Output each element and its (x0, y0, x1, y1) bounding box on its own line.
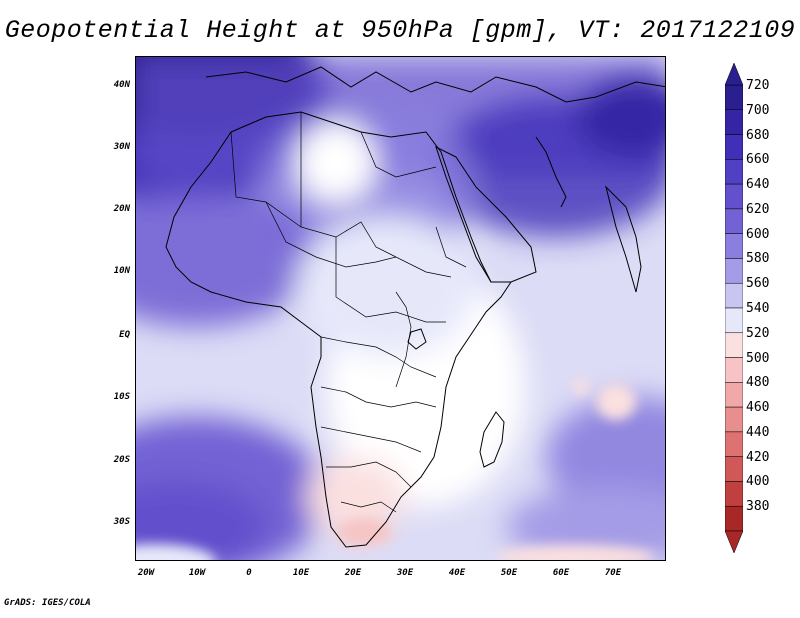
lat-tick-label: 10S (113, 392, 130, 402)
lon-tick-label: 10W (188, 568, 206, 578)
colorbar-level-label: 400 (746, 474, 770, 490)
country-borders (230, 112, 467, 513)
colorbar-level-label: 520 (746, 325, 770, 341)
colorbar (725, 63, 743, 553)
colorbar-swatch (725, 332, 743, 358)
lon-tick-label: 10E (292, 568, 310, 578)
colorbar-level-label: 600 (746, 226, 770, 242)
colorbar-swatch (725, 233, 743, 259)
field-detail (136, 379, 656, 560)
colorbar-swatch (725, 134, 743, 160)
colorbar-level-label: 460 (746, 400, 770, 416)
colorbar-level-label: 440 (746, 424, 770, 440)
colorbar-swatch (725, 159, 743, 185)
colorbar-swatch (725, 382, 743, 408)
lon-tick-label: 0 (246, 568, 252, 578)
colorbar-swatch (725, 84, 743, 111)
colorbar-max-arrow (725, 63, 743, 86)
lon-tick-label: 50E (500, 568, 518, 578)
colorbar-level-label: 380 (746, 499, 770, 515)
colorbar-swatch (725, 208, 743, 234)
colorbar-swatch (725, 282, 743, 309)
lat-tick-label: 10N (113, 266, 130, 276)
colorbar-min-arrow (725, 530, 743, 553)
lat-tick-label: 20N (113, 204, 130, 214)
colorbar-level-label: 420 (746, 449, 770, 465)
colorbar-swatch (725, 307, 743, 334)
footer-credit: GrADS: IGES/COLA (4, 598, 91, 608)
colorbar-level-label: 660 (746, 152, 770, 168)
colorbar-level-label: 540 (746, 301, 770, 316)
lon-tick-label: 20E (344, 568, 362, 578)
colorbar-level-label: 500 (746, 350, 770, 366)
lon-tick-label: 30E (396, 568, 414, 578)
lon-tick-label: 70E (604, 568, 622, 578)
colorbar-level-label: 560 (746, 276, 770, 292)
colorbar-swatch (725, 258, 743, 284)
lat-tick-label: 40N (113, 80, 130, 90)
lat-tick-label: EQ (119, 330, 130, 340)
colorbar-level-label: 620 (746, 201, 770, 217)
lat-tick-label: 20S (113, 455, 130, 465)
colorbar-swatch (725, 357, 743, 383)
colorbar-swatch (725, 431, 743, 457)
lat-tick-label: 30N (113, 142, 130, 152)
colorbar-level-label: 680 (746, 127, 770, 143)
map-plot-area (135, 56, 666, 561)
colorbar-swatch (725, 406, 743, 433)
geopotential-field-map (136, 57, 665, 560)
lon-tick-label: 20W (137, 568, 155, 578)
colorbar-swatch (725, 481, 743, 507)
colorbar-swatch (725, 505, 743, 532)
colorbar-level-label: 480 (746, 375, 770, 391)
colorbar-level-label: 580 (746, 251, 770, 267)
colorbar-level-label: 640 (746, 177, 770, 193)
colorbar-swatch (725, 109, 743, 135)
lat-tick-label: 30S (113, 517, 130, 527)
field-contours (136, 57, 665, 560)
colorbar-swatch (725, 183, 743, 210)
colorbar-level-label: 720 (746, 78, 770, 93)
lon-tick-label: 60E (552, 568, 570, 578)
chart-title: Geopotential Height at 950hPa [gpm], VT:… (4, 16, 796, 45)
coastlines (165, 66, 665, 548)
colorbar-level-label: 700 (746, 102, 770, 118)
lon-tick-label: 40E (448, 568, 466, 578)
colorbar-swatch (725, 456, 743, 482)
